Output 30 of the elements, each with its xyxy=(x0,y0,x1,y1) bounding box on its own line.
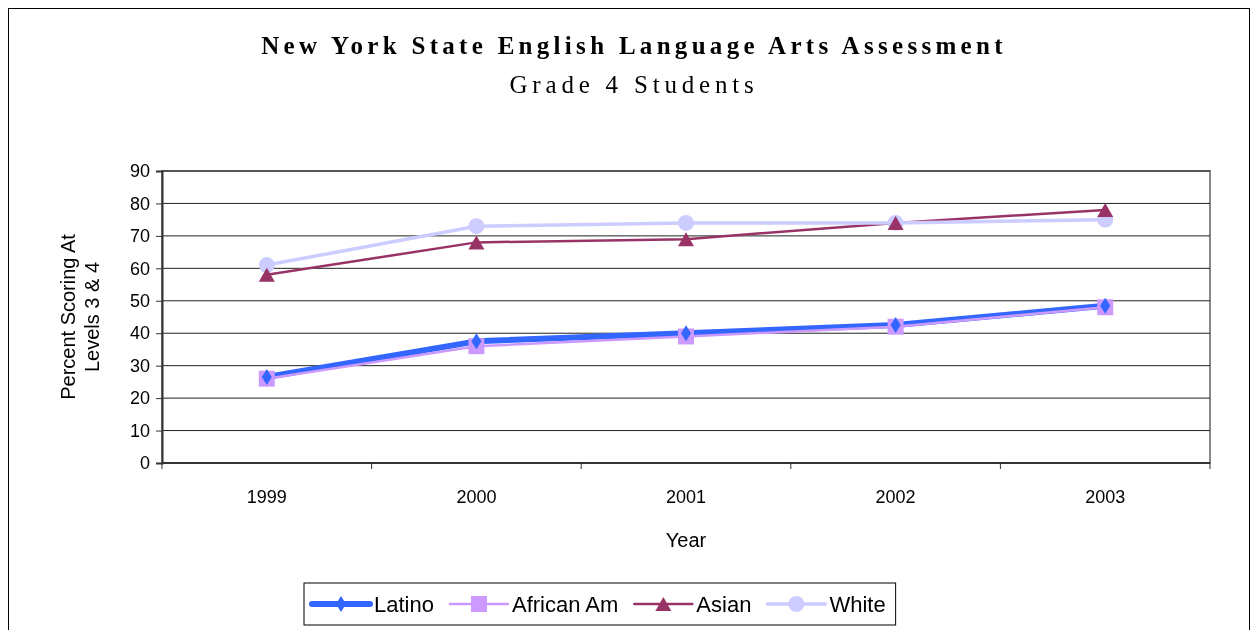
y-tick-label: 40 xyxy=(129,323,150,344)
x-tick-label: 2003 xyxy=(1085,487,1126,507)
y-axis-title: Percent Scoring At Levels 3 & 4 xyxy=(57,233,103,400)
x-axis-title: Year xyxy=(665,529,707,551)
chart-subtitle: Grade 4 Students xyxy=(509,71,759,98)
point xyxy=(468,235,485,250)
point xyxy=(678,232,694,247)
point xyxy=(678,214,694,231)
point xyxy=(1097,202,1114,217)
point xyxy=(258,257,275,274)
x-tick-label: 2002 xyxy=(875,487,916,507)
x-tick-label: 1999 xyxy=(246,487,287,507)
y-tick-label: 80 xyxy=(129,193,150,214)
point xyxy=(258,267,275,282)
legend-label: Asian xyxy=(696,592,752,617)
x-tick-label: 2001 xyxy=(665,487,707,507)
y-tick-label: 20 xyxy=(129,388,150,409)
legend-label: African Am xyxy=(511,592,619,617)
y-tick-label: 90 xyxy=(129,161,150,182)
legend-label: White xyxy=(829,592,886,617)
x-tick-label: 2000 xyxy=(456,487,497,507)
legend-label: Latino xyxy=(374,592,434,617)
y-tick-label: 10 xyxy=(129,420,150,441)
y-tick-label: 60 xyxy=(129,258,150,279)
y-tick-label: 0 xyxy=(139,453,150,474)
y-tick-label: 70 xyxy=(129,226,150,247)
y-tick-label: 50 xyxy=(129,291,150,312)
point xyxy=(468,218,485,235)
y-tick-label: 30 xyxy=(129,355,150,376)
chart-title: New York State English Language Arts Assessment xyxy=(261,32,1007,59)
